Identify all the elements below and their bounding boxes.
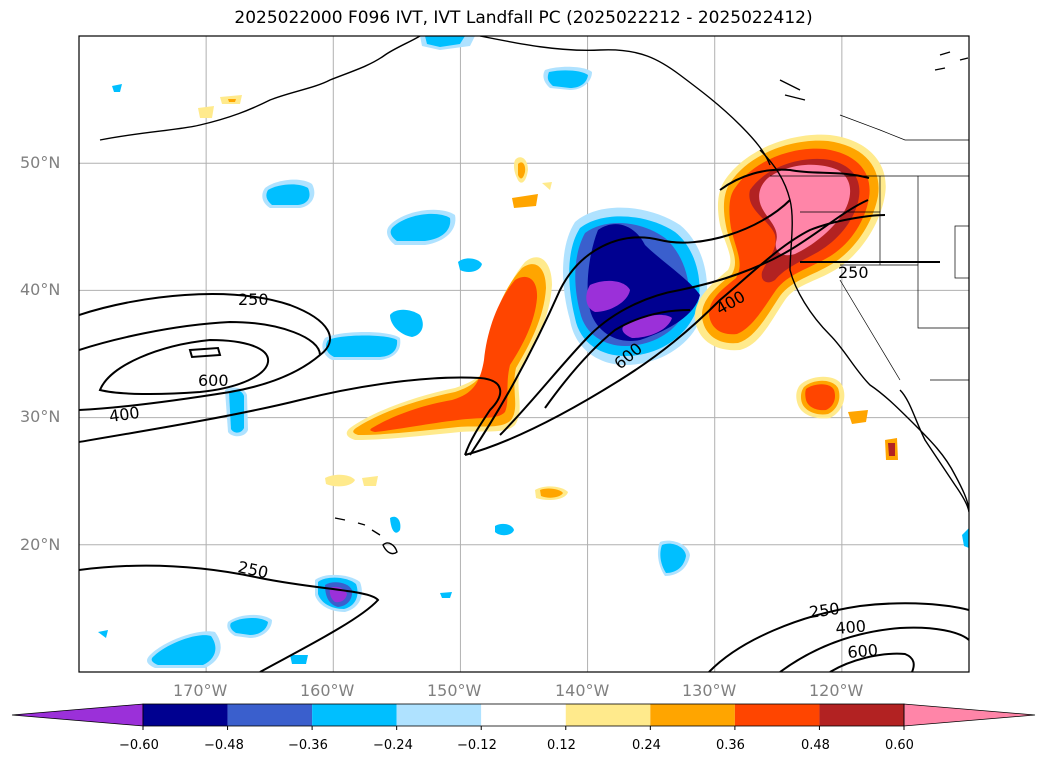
contour-high-west	[188, 346, 222, 359]
contour-250-se	[708, 602, 969, 672]
colorbar-tick-label: −0.36	[288, 738, 328, 753]
colorbar-frame	[142, 703, 905, 727]
contour-600-central	[544, 309, 691, 409]
lon-label: 140°W	[555, 681, 610, 700]
colorbar	[11, 703, 1036, 730]
colorbar-segment	[650, 704, 735, 726]
gulf-of-alaska-coastline	[479, 36, 771, 166]
hawaii-islands	[334, 517, 398, 555]
colorbar-extend-min	[11, 703, 144, 727]
contour-250-central	[464, 214, 886, 456]
canada-alaska-border	[839, 114, 969, 141]
colorbar-segment	[227, 704, 313, 726]
contour-400-central	[499, 199, 869, 436]
colorbar-segment	[312, 704, 397, 726]
political-boundaries	[770, 114, 969, 381]
colorbar-segment	[396, 704, 482, 726]
state-border-nv	[840, 264, 969, 329]
contour-400-se	[779, 626, 969, 672]
colorbar-tick-label: −0.60	[119, 738, 159, 753]
lon-label: 170°W	[173, 681, 228, 700]
lon-label: 150°W	[427, 681, 482, 700]
west-coast-coastline	[759, 149, 969, 511]
colorbar-segment	[481, 704, 566, 726]
lat-label: 20°N	[20, 535, 61, 554]
colorbar-tick-label: −0.12	[457, 738, 497, 753]
colorbar-segment	[143, 704, 228, 726]
coastlines	[99, 36, 969, 555]
contour-250-north	[719, 168, 870, 191]
colorbar-tick-label: −0.48	[204, 738, 244, 753]
colorbar-tick-label: 0.36	[716, 738, 745, 753]
colorbar-segment	[734, 704, 820, 726]
colorbar-tick-label: 0.60	[885, 738, 914, 753]
colorbar-segment	[565, 704, 651, 726]
lat-label: 50°N	[20, 153, 61, 172]
contour-400-west	[79, 376, 502, 456]
lat-label: 40°N	[20, 280, 61, 299]
arctic-islands	[934, 51, 969, 71]
colorbar-tick-label: 0.48	[801, 738, 830, 753]
colorbar-tick-label: 0.12	[547, 738, 576, 753]
contour-250-south	[79, 564, 380, 672]
state-box-ut	[954, 225, 969, 279]
colorbar-segment	[819, 704, 904, 726]
ivt-contours	[79, 168, 969, 672]
contour-250-west-inner	[79, 320, 321, 356]
map-title: 2025022000 F096 IVT, IVT Landfall PC (20…	[234, 8, 813, 28]
contour-label: 400	[108, 403, 141, 426]
hudson-islands	[779, 79, 806, 101]
lon-label: 160°W	[300, 681, 355, 700]
contour-250-upper	[469, 199, 791, 456]
state-border-id	[879, 176, 919, 265]
contour-label: 250	[808, 599, 841, 622]
negative-anomaly-region-central	[563, 207, 708, 365]
colorbar-tick-label: 0.24	[632, 738, 661, 753]
aleutian-coastline	[99, 36, 421, 141]
lon-label: 120°W	[809, 681, 864, 700]
baja-coastline	[899, 389, 969, 513]
map-frame	[78, 35, 970, 673]
colorbar-tick-label: −0.24	[373, 738, 413, 753]
contour-label: 400	[835, 616, 867, 638]
state-border-ca	[839, 279, 901, 381]
colorbar-extend-max	[903, 703, 1036, 727]
contour-label: 250	[238, 290, 269, 309]
contour-600-west	[98, 338, 270, 396]
negative-anomaly-small-patches	[98, 36, 969, 668]
contour-label: 250	[838, 263, 869, 282]
lat-label: 30°N	[20, 407, 61, 426]
contour-label: 600	[847, 640, 879, 662]
positive-anomaly-small-patches	[198, 95, 898, 500]
lon-label: 130°W	[682, 681, 737, 700]
contour-600-se	[829, 652, 915, 672]
contour-label: 600	[198, 371, 229, 390]
